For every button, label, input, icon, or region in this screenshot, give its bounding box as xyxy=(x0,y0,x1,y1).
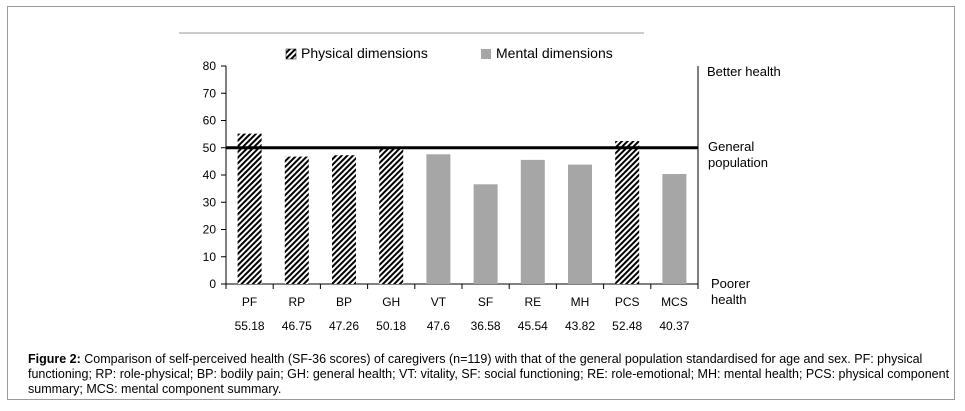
value-label-mh: 43.82 xyxy=(565,319,595,333)
x-tick-label-bp: BP xyxy=(336,295,352,309)
bar-pf xyxy=(237,133,262,284)
bar-vt xyxy=(426,154,451,284)
value-label-mcs: 40.37 xyxy=(659,319,689,333)
legend: Physical dimensions Mental dimensions xyxy=(179,32,644,61)
x-tick-label-pcs: PCS xyxy=(615,295,640,309)
legend-label-mental: Mental dimensions xyxy=(496,45,613,61)
bar-pcs xyxy=(615,140,640,284)
reference-line-label: General xyxy=(708,139,754,154)
annotation-poorer-health: Poorer xyxy=(711,276,751,291)
labels: PF 55.18 RP 46.75 BP 47.26 GH 50.18 VT 47.6 SF 36.5… xyxy=(235,64,781,333)
bar-re xyxy=(520,159,545,284)
bars xyxy=(226,133,698,284)
value-label-rp: 46.75 xyxy=(282,319,312,333)
y-tick-label: 20 xyxy=(203,223,217,237)
legend-label-physical: Physical dimensions xyxy=(301,45,428,61)
caption-text: Comparison of self-perceived health (SF-… xyxy=(28,352,950,396)
value-label-vt: 47.6 xyxy=(427,319,451,333)
value-label-gh: 50.18 xyxy=(376,319,406,333)
x-tick-label-sf: SF xyxy=(478,295,493,309)
reference-line-label: population xyxy=(708,155,768,170)
bar-rp xyxy=(284,156,309,284)
bar-chart: Physical dimensions Mental dimensions 0 10… xyxy=(179,32,781,333)
x-tick-label-pf: PF xyxy=(242,295,257,309)
x-tick-label-vt: VT xyxy=(431,295,447,309)
annotation-poorer-health: health xyxy=(711,292,746,307)
annotation-better-health: Better health xyxy=(707,64,781,79)
legend-swatch-mental xyxy=(481,49,491,59)
x-tick-label-gh: GH xyxy=(382,295,400,309)
bar-mh xyxy=(568,164,592,284)
y-tick-label: 60 xyxy=(203,114,217,128)
x-tick-label-rp: RP xyxy=(288,295,305,309)
legend-swatch-physical xyxy=(285,48,297,60)
figure-frame: Physical dimensions Mental dimensions 0 10… xyxy=(7,6,955,400)
bar-gh xyxy=(379,147,404,284)
y-tick-label: 0 xyxy=(209,277,216,291)
y-tick-label: 10 xyxy=(203,250,217,264)
y-tick-label: 80 xyxy=(203,59,217,73)
value-label-bp: 47.26 xyxy=(329,319,359,333)
figure-caption: Figure 2: Comparison of self-perceived h… xyxy=(28,352,953,397)
bar-sf xyxy=(473,184,498,284)
x-tick-label-mcs: MCS xyxy=(661,295,688,309)
y-tick-label: 40 xyxy=(203,168,217,182)
value-label-pcs: 52.48 xyxy=(612,319,642,333)
y-tick-label: 50 xyxy=(203,141,217,155)
bar-mcs xyxy=(662,173,687,284)
value-label-re: 45.54 xyxy=(518,319,548,333)
x-tick-label-re: RE xyxy=(524,295,541,309)
caption-label: Figure 2: xyxy=(28,352,81,366)
bar-bp xyxy=(332,155,356,284)
value-label-sf: 36.58 xyxy=(471,319,501,333)
y-tick-label: 30 xyxy=(203,195,217,209)
value-label-pf: 55.18 xyxy=(235,319,265,333)
y-tick-label: 70 xyxy=(203,86,217,100)
x-tick-label-mh: MH xyxy=(571,295,590,309)
